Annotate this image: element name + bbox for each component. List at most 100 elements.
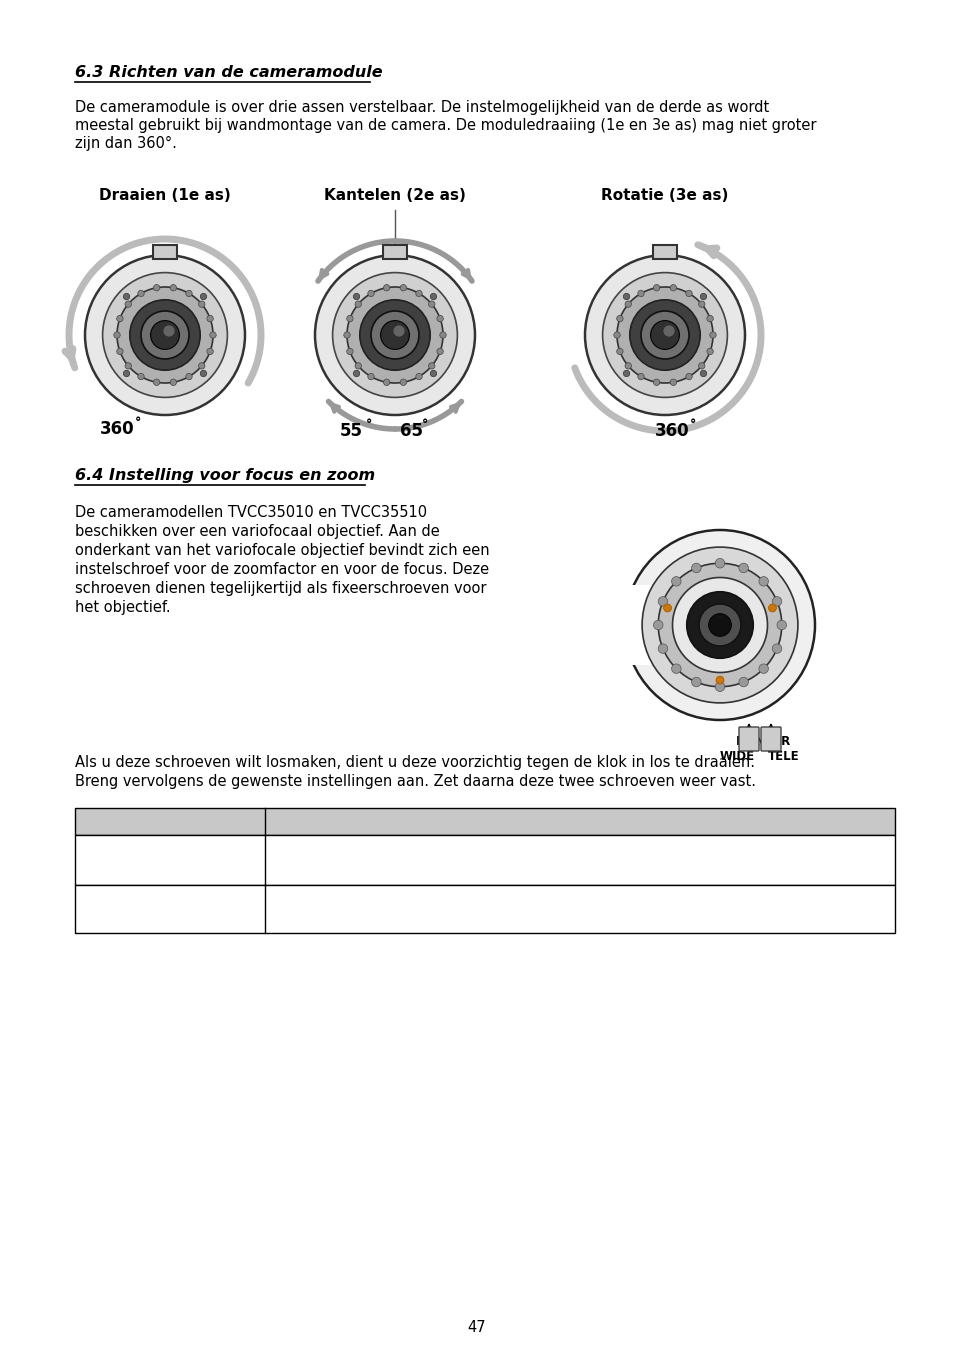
Circle shape — [210, 332, 216, 339]
Text: NEAR – focus is dichtbij: NEAR – focus is dichtbij — [273, 911, 443, 926]
Circle shape — [116, 348, 123, 355]
Text: 65: 65 — [399, 423, 422, 440]
Circle shape — [430, 293, 436, 300]
Circle shape — [430, 370, 436, 377]
Circle shape — [383, 285, 390, 292]
Circle shape — [691, 678, 700, 687]
Bar — [75, 809, 894, 836]
Text: Zoomfactor-instelling: Zoomfactor-instelling — [80, 842, 236, 857]
Bar — [75, 836, 894, 886]
Circle shape — [700, 370, 706, 377]
Text: TELE: TELE — [767, 751, 799, 763]
Text: De cameramodule is over drie assen verstelbaar. De instelmogelijkheid van de der: De cameramodule is over drie assen verst… — [75, 100, 768, 115]
Circle shape — [137, 290, 144, 297]
Circle shape — [200, 370, 207, 377]
Circle shape — [399, 285, 406, 292]
Text: Beschrijving / optie: Beschrijving / optie — [273, 813, 414, 828]
Circle shape — [436, 316, 443, 321]
Circle shape — [700, 293, 706, 300]
Circle shape — [671, 664, 680, 674]
Circle shape — [715, 682, 724, 691]
Circle shape — [699, 603, 740, 645]
Circle shape — [691, 563, 700, 572]
Text: WIDE: WIDE — [720, 751, 755, 763]
Text: °: ° — [421, 418, 428, 431]
Circle shape — [686, 591, 753, 659]
Circle shape — [314, 255, 475, 414]
Circle shape — [653, 379, 659, 386]
Circle shape — [638, 374, 643, 379]
Circle shape — [658, 644, 667, 653]
Circle shape — [640, 310, 688, 359]
Text: De cameramodellen TVCC35010 en TVCC35510: De cameramodellen TVCC35010 en TVCC35510 — [75, 505, 427, 520]
Circle shape — [198, 301, 205, 308]
Text: Functie: Functie — [80, 813, 133, 828]
FancyBboxPatch shape — [622, 585, 652, 666]
Text: TELE –  kleine beeldhoek, zoom 3,75x (max.): TELE – kleine beeldhoek, zoom 3,75x (max… — [273, 861, 601, 876]
Circle shape — [347, 288, 442, 383]
Circle shape — [125, 363, 132, 369]
Circle shape — [776, 620, 785, 629]
Text: FAR –   focus is ver weg: FAR – focus is ver weg — [273, 892, 444, 907]
Circle shape — [346, 316, 353, 321]
Circle shape — [669, 379, 676, 386]
Circle shape — [624, 363, 631, 369]
Text: °: ° — [135, 416, 141, 429]
Circle shape — [170, 285, 176, 292]
Circle shape — [130, 300, 200, 370]
Circle shape — [200, 293, 207, 300]
Circle shape — [346, 348, 353, 355]
Circle shape — [706, 348, 713, 355]
Circle shape — [380, 320, 409, 350]
Circle shape — [355, 363, 361, 369]
Text: NEAR: NEAR — [754, 734, 790, 748]
Text: 6.4 Instelling voor focus en zoom: 6.4 Instelling voor focus en zoom — [75, 468, 375, 483]
Circle shape — [123, 370, 130, 377]
Circle shape — [393, 325, 404, 336]
Circle shape — [117, 288, 213, 383]
Text: Kantelen (2e as): Kantelen (2e as) — [324, 188, 465, 202]
Text: Rotatie (3e as): Rotatie (3e as) — [600, 188, 728, 202]
Text: Breng vervolgens de gewenste instellingen aan. Zet daarna deze twee schroeven we: Breng vervolgens de gewenste instellinge… — [75, 774, 755, 788]
Circle shape — [616, 316, 622, 321]
Circle shape — [617, 288, 712, 383]
Text: Draaien (1e as): Draaien (1e as) — [99, 188, 231, 202]
Circle shape — [151, 320, 179, 350]
Circle shape — [123, 293, 130, 300]
Circle shape — [368, 290, 374, 297]
Text: WIDE –  wijde beeldhoek, zoom 0x (max.): WIDE – wijde beeldhoek, zoom 0x (max.) — [273, 842, 577, 857]
Circle shape — [103, 273, 227, 397]
Circle shape — [767, 603, 776, 612]
Circle shape — [685, 290, 692, 297]
Circle shape — [355, 301, 361, 308]
Circle shape — [153, 379, 160, 386]
Circle shape — [715, 559, 724, 568]
Circle shape — [359, 300, 430, 370]
Bar — [75, 886, 894, 933]
Circle shape — [439, 332, 446, 339]
Circle shape — [602, 273, 726, 397]
Circle shape — [137, 374, 144, 379]
Text: meestal gebruikt bij wandmontage van de camera. De moduledraaiing (1e en 3e as) : meestal gebruikt bij wandmontage van de … — [75, 117, 816, 134]
Circle shape — [170, 379, 176, 386]
Circle shape — [624, 531, 814, 720]
Text: instelschroef voor de zoomfactor en voor de focus. Deze: instelschroef voor de zoomfactor en voor… — [75, 562, 489, 576]
Circle shape — [653, 285, 659, 292]
Text: schroeven dienen tegelijkertijd als fixeerschroeven voor: schroeven dienen tegelijkertijd als fixe… — [75, 580, 486, 595]
Circle shape — [662, 325, 674, 336]
Circle shape — [650, 320, 679, 350]
FancyBboxPatch shape — [652, 244, 677, 259]
Circle shape — [669, 285, 676, 292]
Circle shape — [739, 563, 747, 572]
Circle shape — [186, 290, 192, 297]
Circle shape — [658, 597, 667, 606]
Circle shape — [428, 301, 435, 308]
Circle shape — [113, 332, 120, 339]
FancyBboxPatch shape — [760, 728, 781, 751]
Circle shape — [706, 316, 713, 321]
Text: 6.3 Richten van de cameramodule: 6.3 Richten van de cameramodule — [75, 65, 382, 80]
Circle shape — [772, 644, 781, 653]
Circle shape — [333, 273, 456, 397]
Circle shape — [436, 348, 443, 355]
FancyBboxPatch shape — [382, 244, 407, 259]
